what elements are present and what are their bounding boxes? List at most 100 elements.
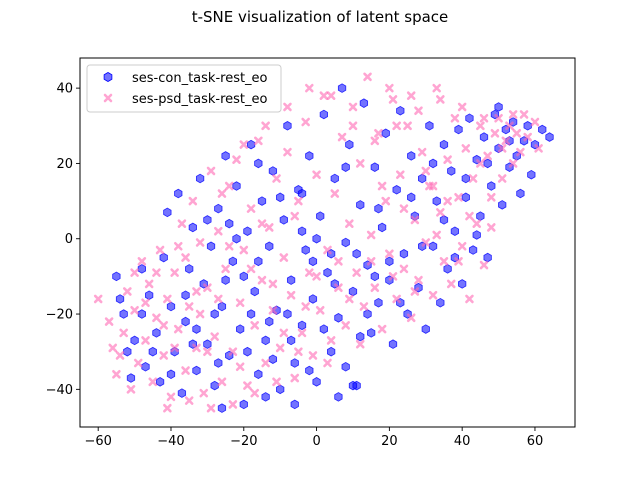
data-point-con	[337, 83, 347, 93]
data-point-psd	[119, 328, 128, 338]
x-tick-label: 0	[312, 434, 320, 449]
data-point-con	[152, 328, 161, 338]
data-point-con	[370, 162, 379, 172]
data-point-con	[450, 226, 460, 236]
data-point-con	[123, 346, 132, 357]
data-point-con	[421, 324, 430, 334]
data-point-psd	[272, 174, 281, 183]
data-point-psd	[399, 204, 409, 213]
data-point-psd	[443, 196, 452, 206]
data-point-psd	[188, 196, 198, 206]
data-point-con	[439, 139, 449, 150]
data-point-con	[468, 245, 478, 255]
data-point-con	[523, 121, 532, 131]
data-point-psd	[486, 193, 496, 202]
data-point-psd	[534, 144, 543, 153]
data-point-con	[254, 256, 263, 267]
data-point-con	[319, 109, 328, 120]
data-point-psd	[155, 245, 165, 255]
x-tick-label: 40	[454, 434, 471, 449]
data-point-psd	[385, 83, 394, 93]
data-point-con	[327, 346, 336, 357]
data-point-psd	[192, 343, 201, 353]
data-point-psd	[323, 245, 332, 255]
data-point-con	[286, 275, 296, 285]
data-point-psd	[173, 241, 183, 251]
data-point-con	[232, 233, 241, 244]
data-point-psd	[163, 403, 172, 413]
y-axis-ticks: −40 −20 0 20 40	[46, 82, 80, 398]
data-point-con	[308, 294, 318, 304]
data-point-psd	[370, 283, 380, 292]
data-point-con	[348, 380, 358, 391]
data-point-psd	[443, 155, 452, 164]
data-point-con	[363, 309, 372, 319]
data-point-psd	[261, 358, 270, 368]
x-tick-label: −60	[84, 434, 111, 449]
data-point-psd	[264, 223, 274, 232]
data-point-psd	[217, 377, 227, 387]
data-point-psd	[432, 83, 441, 93]
data-point-con	[217, 301, 227, 312]
data-point-con	[359, 98, 369, 108]
data-point-con	[334, 392, 343, 402]
data-point-con	[257, 196, 267, 206]
data-point-con	[290, 399, 299, 410]
data-point-psd	[268, 305, 278, 315]
x-axis-ticks: −60 −40 −20 0 20 40 60	[84, 427, 543, 449]
data-point-psd	[476, 159, 485, 168]
data-point-psd	[432, 230, 441, 240]
data-point-psd	[246, 204, 256, 213]
data-point-con	[374, 297, 383, 308]
data-point-psd	[133, 358, 143, 368]
data-point-psd	[392, 121, 401, 131]
data-point-psd	[173, 324, 183, 334]
data-point-psd	[257, 275, 267, 285]
data-point-psd	[348, 102, 358, 112]
data-point-psd	[461, 144, 471, 153]
data-point-psd	[381, 196, 391, 206]
data-point-psd	[410, 215, 420, 225]
data-point-con	[112, 271, 121, 282]
data-point-con	[385, 256, 394, 267]
data-point-psd	[115, 351, 125, 360]
data-point-psd	[235, 362, 245, 372]
data-point-con	[206, 241, 216, 252]
data-point-con	[203, 215, 212, 225]
data-point-psd	[232, 155, 241, 164]
data-point-psd	[301, 117, 310, 127]
data-point-psd	[323, 358, 332, 368]
data-point-con	[290, 358, 299, 368]
data-point-psd	[494, 113, 503, 123]
data-point-con	[454, 124, 463, 135]
data-point-psd	[421, 238, 431, 247]
data-point-psd	[326, 336, 336, 345]
data-point-con	[443, 264, 452, 274]
data-point-psd	[159, 321, 169, 330]
data-point-con	[439, 215, 449, 225]
data-point-con	[377, 222, 387, 233]
data-point-psd	[366, 257, 376, 266]
data-point-psd	[439, 257, 449, 266]
data-point-con	[119, 309, 128, 319]
legend-box	[86, 64, 282, 113]
legend-marker-psd-icon	[103, 93, 113, 103]
data-point-psd	[195, 238, 205, 247]
data-point-psd	[93, 294, 103, 304]
data-point-con	[465, 113, 474, 124]
data-point-con	[155, 377, 165, 387]
data-point-psd	[465, 211, 474, 221]
data-point-psd	[370, 136, 380, 146]
data-point-con	[312, 377, 321, 387]
data-point-psd	[130, 268, 139, 277]
data-point-psd	[210, 332, 219, 341]
data-point-psd	[334, 257, 343, 266]
data-point-psd	[290, 211, 300, 221]
data-point-psd	[184, 396, 194, 405]
data-point-con	[374, 203, 383, 214]
data-point-psd	[512, 129, 522, 138]
data-point-psd	[355, 159, 365, 168]
data-point-con	[341, 162, 350, 172]
plot-frame	[79, 57, 576, 428]
data-point-psd	[483, 151, 492, 161]
